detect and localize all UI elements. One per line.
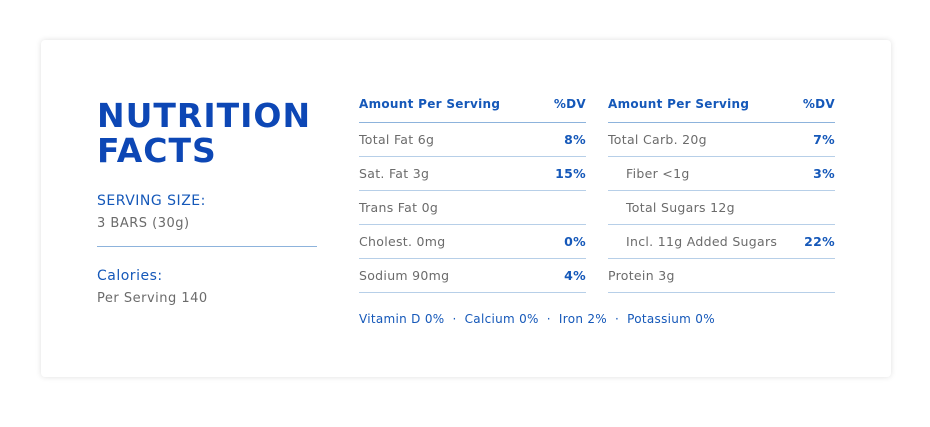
nutrient-name: Protein 3g: [608, 268, 675, 283]
nutrient-dv: 7%: [813, 132, 835, 147]
nutrient-name: Trans Fat 0g: [359, 200, 439, 215]
calories: Calories: Per Serving 140: [97, 268, 208, 306]
separator-dot: ·: [546, 312, 551, 326]
table-row: Fiber <1g 3%: [608, 157, 835, 191]
serving-size-value: 3 BARS (30g): [97, 216, 190, 231]
nutrient-table-left: Amount Per Serving %DV Total Fat 6g 8% S…: [359, 97, 586, 293]
header-amount: Amount Per Serving: [608, 97, 750, 111]
title-line-1: NUTRITION: [97, 96, 312, 135]
summary-panel: NUTRITION FACTS SERVING SIZE: 3 BARS (30…: [97, 98, 317, 306]
table-row: Total Fat 6g 8%: [359, 123, 586, 157]
table-row: Total Sugars 12g: [608, 191, 835, 225]
calories-value: Per Serving 140: [97, 291, 208, 306]
title-line-2: FACTS: [97, 131, 217, 170]
vitamin-item: Vitamin D 0%: [359, 312, 445, 326]
header-dv: %DV: [553, 97, 586, 111]
nutrient-dv: 3%: [813, 166, 835, 181]
nutrient-name: Total Carb. 20g: [608, 132, 707, 147]
header-amount: Amount Per Serving: [359, 97, 501, 111]
nutrient-dv: 0%: [564, 234, 586, 249]
table-row: Total Carb. 20g 7%: [608, 123, 835, 157]
nutrient-name: Cholest. 0mg: [359, 234, 446, 249]
page-title: NUTRITION FACTS: [97, 98, 317, 168]
nutrient-name: Total Fat 6g: [359, 132, 435, 147]
header-dv: %DV: [802, 97, 835, 111]
table-header: Amount Per Serving %DV: [359, 97, 586, 123]
nutrition-card: NUTRITION FACTS SERVING SIZE: 3 BARS (30…: [41, 40, 891, 377]
nutrient-dv: 4%: [564, 268, 586, 283]
serving-size: SERVING SIZE: 3 BARS (30g): [97, 193, 206, 231]
nutrient-dv: 8%: [564, 132, 586, 147]
vitamin-item: Calcium 0%: [464, 312, 539, 326]
nutrient-name: Incl. 11g Added Sugars: [626, 234, 778, 249]
nutrient-name: Fiber <1g: [626, 166, 690, 181]
vitamin-item: Potassium 0%: [627, 312, 715, 326]
divider: [97, 246, 317, 247]
serving-size-label: SERVING SIZE:: [97, 193, 206, 209]
vitamins-footer: Vitamin D 0% · Calcium 0% · Iron 2% · Potassiu…: [359, 312, 715, 326]
nutrient-dv: 22%: [804, 234, 835, 249]
nutrient-name: Sodium 90mg: [359, 268, 450, 283]
table-row: Trans Fat 0g: [359, 191, 586, 225]
table-header: Amount Per Serving %DV: [608, 97, 835, 123]
calories-label: Calories:: [97, 268, 163, 284]
table-row: Cholest. 0mg 0%: [359, 225, 586, 259]
vitamin-item: Iron 2%: [558, 312, 607, 326]
separator-dot: ·: [452, 312, 457, 326]
table-row: Protein 3g: [608, 259, 835, 293]
table-row: Sat. Fat 3g 15%: [359, 157, 586, 191]
table-row: Sodium 90mg 4%: [359, 259, 586, 293]
nutrient-name: Sat. Fat 3g: [359, 166, 430, 181]
table-row: Incl. 11g Added Sugars 22%: [608, 225, 835, 259]
separator-dot: ·: [615, 312, 620, 326]
nutrient-name: Total Sugars 12g: [626, 200, 735, 215]
nutrient-dv: 15%: [555, 166, 586, 181]
nutrient-table-right: Amount Per Serving %DV Total Carb. 20g 7…: [608, 97, 835, 293]
